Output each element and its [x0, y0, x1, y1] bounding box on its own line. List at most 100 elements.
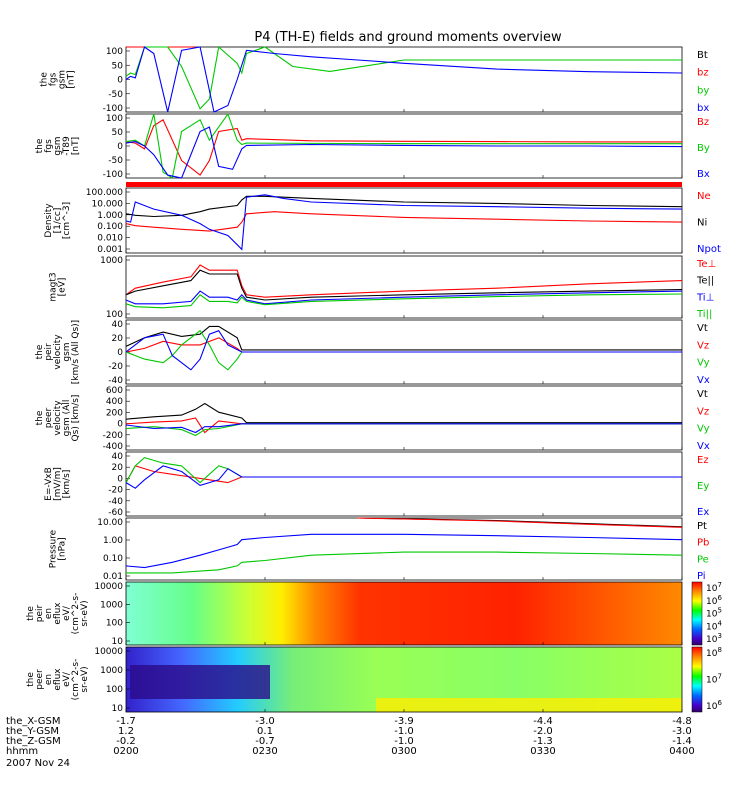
y-tick-label: -100: [103, 170, 124, 180]
panel-8-ylabel: Pressure: [49, 529, 59, 568]
y-tick-label: 1.000: [97, 211, 123, 221]
annotation-value: -1.0: [394, 726, 414, 737]
y-tick-label: 50: [112, 61, 124, 71]
legend-ey: Ey: [697, 481, 709, 492]
annotation-value: 1.2: [118, 726, 134, 737]
panel-9-ylabel: peir: [35, 604, 45, 622]
annotation-label: the_X-GSM: [6, 716, 60, 727]
y-tick-label: 0: [117, 420, 123, 430]
panel-5: the peir velocity gsm [km/s (All Qs)] 40 20 0 -2…: [35, 319, 710, 386]
series-line-by: [125, 112, 682, 179]
annotation-value: -3.9: [394, 716, 414, 727]
annotation-value: -1.7: [116, 716, 136, 727]
series-line-vx: [125, 423, 682, 434]
panel-6-ylabel: the: [35, 410, 45, 425]
legend-by: by: [697, 85, 709, 96]
legend-bz: Bz: [697, 117, 709, 128]
legend-vx: Vx: [697, 375, 710, 386]
series-line-pe: [126, 551, 683, 574]
legend-ex: Ex: [697, 507, 709, 518]
annotation-value: -3.0: [672, 726, 692, 737]
y-tick-label: -60: [108, 508, 123, 518]
panel-2-ylabel: the: [35, 138, 45, 153]
legend-bx: bx: [697, 103, 709, 114]
series-line-te⊥: [125, 264, 683, 298]
panel-1-ylabel: gsm: [58, 70, 68, 89]
annotation-value: 0400: [669, 746, 694, 757]
series-line-ni: [125, 195, 683, 218]
panel-5-ylabel: gsm: [62, 342, 72, 361]
panel-10-ylabel: (cm^2-s-: [71, 659, 81, 701]
legend-pe: Pe: [697, 554, 709, 565]
y-tick-label: 10: [112, 704, 124, 714]
panel-9-ylabel: eV/: [62, 605, 72, 621]
panel-8-ylabel: [nPa]: [58, 537, 68, 560]
panel-9-ylabel: the: [26, 606, 36, 621]
series-line-vx: [125, 330, 682, 371]
annotation-label: the_Y-GSM: [6, 726, 59, 737]
annotation-value: 0300: [391, 746, 416, 757]
legend-vy: Vy: [697, 358, 710, 369]
series-line-te||: [125, 269, 683, 301]
panel-5-ylabel: the: [35, 344, 45, 359]
panel-9-ylabel: (cm^2-s-: [71, 593, 81, 635]
y-tick-label: -40: [108, 376, 123, 386]
heatmap-low-region: [130, 665, 270, 699]
y-tick-label: 100.000: [86, 188, 123, 198]
panel-10-ylabel: en: [44, 674, 54, 685]
y-tick-label: -40: [108, 497, 123, 507]
y-tick-label: 0.001: [97, 245, 123, 255]
y-tick-label: 0: [117, 348, 123, 358]
annotation-value: -1.0: [394, 736, 414, 747]
annotation-value: 0230: [252, 746, 277, 757]
panel-2-ylabel: -T89: [62, 136, 72, 156]
panel-7-ylabel: [mV/m]: [53, 467, 63, 501]
annotation-label: hhmm: [6, 746, 38, 757]
panel-6-ylabel: peer: [44, 407, 54, 428]
annotation-value: -1.3: [533, 736, 553, 747]
panel-2-ylabel: [nT]: [71, 137, 81, 155]
legend-vx: Vx: [697, 441, 710, 452]
panel-3-ylabel: [1/cc]: [53, 208, 63, 234]
series-line-ex: [125, 465, 682, 489]
panel-6-ylabel: velocity: [53, 400, 63, 436]
series-line-npot: [125, 194, 683, 251]
y-tick-label: 600: [106, 386, 123, 396]
legend-ne: Ne: [697, 191, 711, 202]
panel-4-ylabel: [eV]: [58, 278, 68, 297]
series-line-vt: [125, 402, 682, 424]
panel-10-ylabel: eflux: [53, 668, 63, 691]
panel-10-ylabel: sr-eV): [80, 666, 90, 692]
panel-6-ylabel: Qs) [km/s]: [71, 395, 81, 442]
legend-vz: Vz: [697, 406, 709, 417]
y-tick-label: 10000: [94, 647, 123, 657]
panel-9-ylabel: en: [44, 608, 54, 619]
coverage-bar: [126, 182, 682, 187]
panel-2-ylabel: gsm: [53, 136, 63, 155]
legend-bx: Bx: [697, 169, 710, 180]
legend-vz: Vz: [697, 340, 709, 351]
panel-1-ylabel: fgs: [49, 72, 59, 86]
legend-bt: Bt: [697, 50, 708, 61]
legend-vy: Vy: [697, 424, 710, 435]
panel-7-ylabel: E=-VxB: [44, 467, 54, 501]
y-tick-label: 100: [106, 619, 123, 629]
y-tick-label: 100: [106, 310, 123, 320]
y-tick-label: -200: [103, 431, 124, 441]
legend-te⊥: Te⊥: [696, 259, 716, 270]
panel-10-ylabel: the: [26, 672, 36, 687]
legend-bz: bz: [697, 68, 709, 79]
y-tick-label: 100: [106, 47, 123, 57]
legend-npot: Npot: [697, 244, 721, 255]
y-tick-label: 40: [112, 320, 124, 330]
y-tick-label: 10.000: [92, 199, 124, 209]
annotation-value: 0330: [530, 746, 555, 757]
colorbar-10: [691, 646, 703, 713]
series-line-vt: [125, 325, 682, 351]
chart-title: P4 (TH-E) fields and ground moments over…: [254, 30, 562, 45]
y-tick-label: 10.00: [97, 518, 123, 528]
panel-7-ylabel: [km/s]: [62, 470, 72, 499]
y-tick-label: 10000: [94, 582, 123, 592]
y-tick-label: 20: [112, 334, 124, 344]
